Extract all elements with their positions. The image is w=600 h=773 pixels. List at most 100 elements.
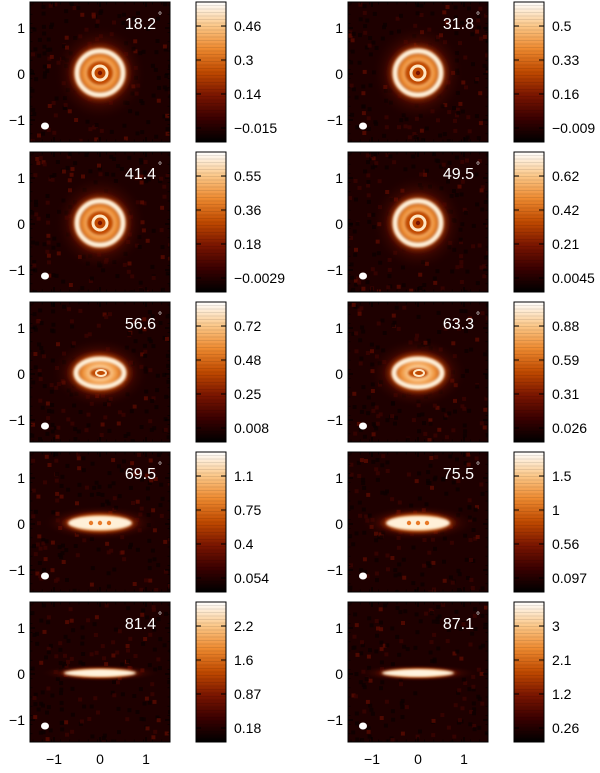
colorbar: 2.2 1.6 0.87 0.18	[195, 601, 261, 743]
panel-6: 63.3 ° 1 0 −1 0.88 0.59 0.31 0.026	[327, 301, 587, 443]
disk-image	[358, 664, 478, 682]
y-tick-label: −1	[9, 562, 25, 578]
y-tick-label: 0	[335, 366, 343, 382]
colorbar: 0.62 0.42 0.21 0.0045	[513, 151, 595, 293]
y-tick-label: −1	[327, 562, 343, 578]
disk-image	[54, 175, 146, 271]
colorbar-tick-label: 0.18	[234, 720, 261, 736]
disk-image	[372, 175, 464, 271]
panel-1: 18.2 ° 1 0 −1 0.46 0.3 0.14 −0.015	[9, 1, 277, 143]
colorbar: 0.46 0.3 0.14 −0.015	[195, 1, 277, 143]
angle-label: 63.3	[443, 316, 474, 333]
degree-symbol: °	[476, 11, 480, 22]
y-tick-label: 0	[17, 516, 25, 532]
colorbar-tick-label: 0.46	[234, 18, 261, 34]
colorbar-tick-label: −0.0029	[234, 270, 285, 286]
beam-marker	[41, 272, 49, 280]
y-tick-label: 1	[335, 470, 343, 486]
y-tick-label: 1	[335, 20, 343, 36]
y-tick-label: 1	[17, 20, 25, 36]
angle-label: 81.4	[125, 616, 156, 633]
y-tick-label: 0	[335, 666, 343, 682]
colorbar-tick-label: 1.6	[234, 652, 254, 668]
y-tick-label: −1	[327, 112, 343, 128]
colorbar-tick-label: −0.009	[552, 120, 595, 136]
panel-9: 81.4 ° 1 0 −1 −1 0 1 2.2 1.6 0.87 0.18	[9, 601, 261, 767]
colorbar-tick-label: 3	[552, 618, 560, 634]
beam-marker	[41, 422, 49, 430]
x-tick-label: −1	[46, 751, 62, 767]
y-tick-label: 1	[17, 170, 25, 186]
colorbar-tick-label: 0.59	[552, 352, 579, 368]
y-tick-label: 1	[335, 170, 343, 186]
beam-marker	[359, 422, 367, 430]
colorbar-tick-label: 0.14	[234, 86, 261, 102]
angle-label: 75.5	[443, 466, 474, 483]
y-tick-label: 0	[17, 666, 25, 682]
colorbar-tick-label: 0.18	[234, 236, 261, 252]
colorbar-tick-label: 0.008	[234, 420, 269, 436]
degree-symbol: °	[476, 161, 480, 172]
panel-3: 41.4 ° 1 0 −1 0.55 0.36 0.18 −0.0029	[9, 151, 285, 293]
beam-marker	[41, 572, 49, 580]
disk-image	[51, 338, 149, 408]
colorbar-tick-label: 2.2	[234, 618, 254, 634]
disk-image	[372, 25, 464, 121]
y-tick-label: −1	[9, 262, 25, 278]
beam-marker	[359, 722, 367, 730]
disk-image	[361, 505, 475, 541]
colorbar-tick-label: 0.31	[552, 386, 579, 402]
colorbar-tick-label: 0.16	[552, 86, 579, 102]
colorbar: 0.72 0.48 0.25 0.008	[195, 301, 269, 443]
colorbar-tick-label: 0.26	[552, 720, 579, 736]
colorbar-tick-label: 1.5	[552, 468, 572, 484]
colorbar-tick-label: 2.1	[552, 652, 572, 668]
colorbar-tick-label: 0.87	[234, 686, 261, 702]
colorbar: 1.1 0.75 0.4 0.054	[195, 451, 269, 593]
colorbar-tick-label: 0.21	[552, 236, 579, 252]
colorbar-tick-label: 0.4	[234, 536, 254, 552]
y-tick-label: 1	[17, 470, 25, 486]
x-tick-label: 1	[460, 751, 468, 767]
y-tick-label: 0	[335, 216, 343, 232]
y-tick-label: 1	[335, 320, 343, 336]
colorbar-tick-label: 0.0045	[552, 270, 595, 286]
degree-symbol: °	[476, 461, 480, 472]
angle-label: 87.1	[443, 616, 474, 633]
degree-symbol: °	[158, 161, 162, 172]
degree-symbol: °	[476, 611, 480, 622]
colorbar-tick-label: 0.33	[552, 52, 579, 68]
colorbar-tick-label: 0.55	[234, 168, 261, 184]
colorbar-tick-label: 0.72	[234, 318, 261, 334]
disk-image	[369, 338, 467, 408]
y-tick-label: −1	[9, 712, 25, 728]
degree-symbol: °	[158, 11, 162, 22]
y-tick-label: 1	[17, 320, 25, 336]
colorbar: 1.5 1 0.56 0.097	[513, 451, 587, 593]
y-tick-label: 0	[17, 216, 25, 232]
colorbar-tick-label: 0.56	[552, 536, 579, 552]
angle-label: 18.2	[125, 16, 156, 33]
colorbar-tick-label: 0.42	[552, 202, 579, 218]
panel-8: 75.5 ° 1 0 −1 1.5 1 0.56 0.097	[327, 451, 587, 593]
beam-marker	[359, 272, 367, 280]
colorbar: 0.5 0.33 0.16 −0.009	[513, 1, 595, 143]
y-tick-label: 0	[335, 516, 343, 532]
x-tick-label: 0	[414, 751, 422, 767]
beam-marker	[41, 722, 49, 730]
colorbar-tick-label: 0.054	[234, 570, 269, 586]
colorbar: 0.88 0.59 0.31 0.026	[513, 301, 587, 443]
colorbar-tick-label: 0.5	[552, 18, 572, 34]
colorbar-tick-label: 0.62	[552, 168, 579, 184]
degree-symbol: °	[158, 611, 162, 622]
colorbar-tick-label: 0.36	[234, 202, 261, 218]
panel-10: 87.1 ° 1 0 −1 −1 0 1 3 2.1 1.2 0.26	[327, 601, 579, 767]
colorbar-tick-label: 0.026	[552, 420, 587, 436]
colorbar-tick-label: 0.097	[552, 570, 587, 586]
panel-4: 49.5 ° 1 0 −1 0.62 0.42 0.21 0.0045	[327, 151, 595, 293]
degree-symbol: °	[158, 311, 162, 322]
colorbar-tick-label: 0.75	[234, 502, 261, 518]
y-tick-label: 0	[17, 66, 25, 82]
noise-speckle	[351, 602, 488, 742]
colorbar-tick-label: 1.1	[234, 468, 254, 484]
